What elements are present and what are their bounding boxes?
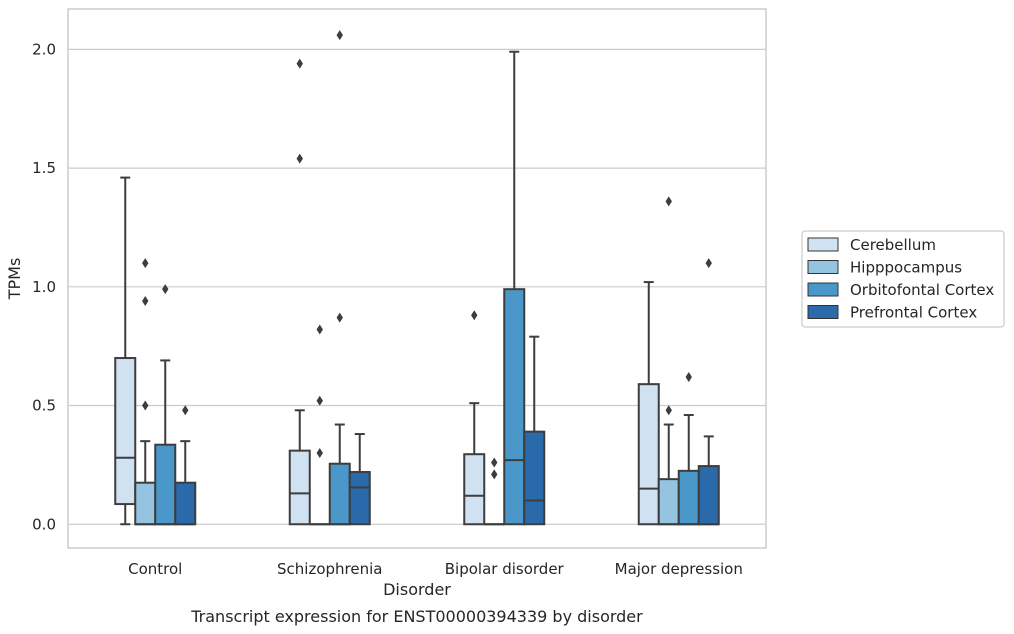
- y-axis-label: TPMs: [5, 258, 24, 301]
- outlier-point: [316, 324, 323, 335]
- outlier-point: [142, 400, 149, 411]
- outlier-point: [142, 296, 149, 307]
- box-body: [697, 465, 720, 526]
- box-prefrontal-cortex: [174, 405, 197, 526]
- legend-frame: [801, 230, 1005, 328]
- box-orbitofontal-cortex: [677, 372, 700, 526]
- x-axis-label: Disorder: [383, 580, 451, 599]
- outlier-point: [162, 284, 169, 295]
- outlier-point: [316, 448, 323, 459]
- outlier-point: [665, 405, 672, 416]
- box-body: [523, 430, 546, 526]
- outlier-point: [685, 372, 692, 383]
- outlier-point: [142, 258, 149, 269]
- outlier-point: [491, 457, 498, 468]
- outlier-point: [336, 312, 343, 323]
- box-body: [348, 471, 371, 526]
- box-hipppocampus: [309, 324, 330, 526]
- outlier-point: [296, 58, 303, 69]
- box-body: [677, 469, 700, 526]
- outlier-point: [296, 153, 303, 164]
- box-prefrontal-cortex: [348, 433, 371, 526]
- legend: Cerebellum Hipppocampus Orbitofontal Corte…: [801, 230, 1005, 328]
- x-tick-label: Bipolar disorder: [445, 560, 565, 578]
- legend-label: Hipppocampus: [850, 259, 962, 277]
- plot-frame: [67, 8, 767, 549]
- legend-swatch: [807, 237, 839, 252]
- chart-caption: Transcript expression for ENST0000039433…: [190, 607, 643, 626]
- y-tick-label: 1.5: [32, 159, 56, 177]
- box-body: [657, 478, 680, 526]
- box-body: [174, 481, 197, 526]
- outlier-point: [336, 30, 343, 41]
- box-plot-area: [114, 30, 720, 526]
- box-body: [154, 443, 177, 526]
- box-body: [503, 288, 526, 526]
- box-body: [288, 449, 311, 526]
- legend-label: Cerebellum: [850, 236, 936, 254]
- outlier-point: [316, 395, 323, 406]
- outlier-point: [182, 405, 189, 416]
- box-hipppocampus: [134, 258, 157, 526]
- box-prefrontal-cortex: [523, 335, 546, 526]
- outlier-point: [471, 310, 478, 321]
- outlier-point: [491, 469, 498, 480]
- box-body: [114, 357, 137, 506]
- legend-swatch: [807, 305, 839, 319]
- y-tick-label: 2.0: [32, 40, 56, 58]
- legend-swatch: [807, 260, 839, 274]
- x-tick-label: Schizophrenia: [277, 560, 382, 578]
- legend-swatch: [807, 282, 839, 297]
- outlier-point: [665, 196, 672, 207]
- box-prefrontal-cortex: [697, 258, 720, 526]
- box-body: [637, 383, 660, 526]
- x-tick-label: Control: [128, 560, 182, 578]
- box-cerebellum: [637, 281, 660, 526]
- box-orbitofontal-cortex: [503, 50, 526, 526]
- y-tick-label: 0.0: [32, 515, 56, 533]
- legend-label: Orbitofontal Cortex: [850, 281, 994, 299]
- box-body: [134, 481, 157, 526]
- box-cerebellum: [114, 176, 137, 526]
- y-axis-ticks: 0.0 0.5 1.0 1.5 2.0: [32, 40, 56, 533]
- legend-label: Prefrontal Cortex: [850, 304, 977, 322]
- box-body: [463, 453, 486, 526]
- box-orbitofontal-cortex: [328, 30, 351, 526]
- box-hipppocampus: [484, 457, 505, 526]
- box-cerebellum: [463, 310, 486, 526]
- outlier-point: [705, 258, 712, 269]
- y-tick-label: 0.5: [32, 397, 56, 415]
- box-orbitofontal-cortex: [154, 284, 177, 526]
- box-body: [328, 462, 351, 526]
- box-cerebellum: [288, 58, 311, 526]
- x-axis-ticks: Control Schizophrenia Bipolar disorder Majo…: [128, 560, 743, 578]
- x-tick-label: Major depression: [615, 560, 743, 578]
- box-hipppocampus: [657, 196, 680, 526]
- y-tick-label: 1.0: [32, 278, 56, 296]
